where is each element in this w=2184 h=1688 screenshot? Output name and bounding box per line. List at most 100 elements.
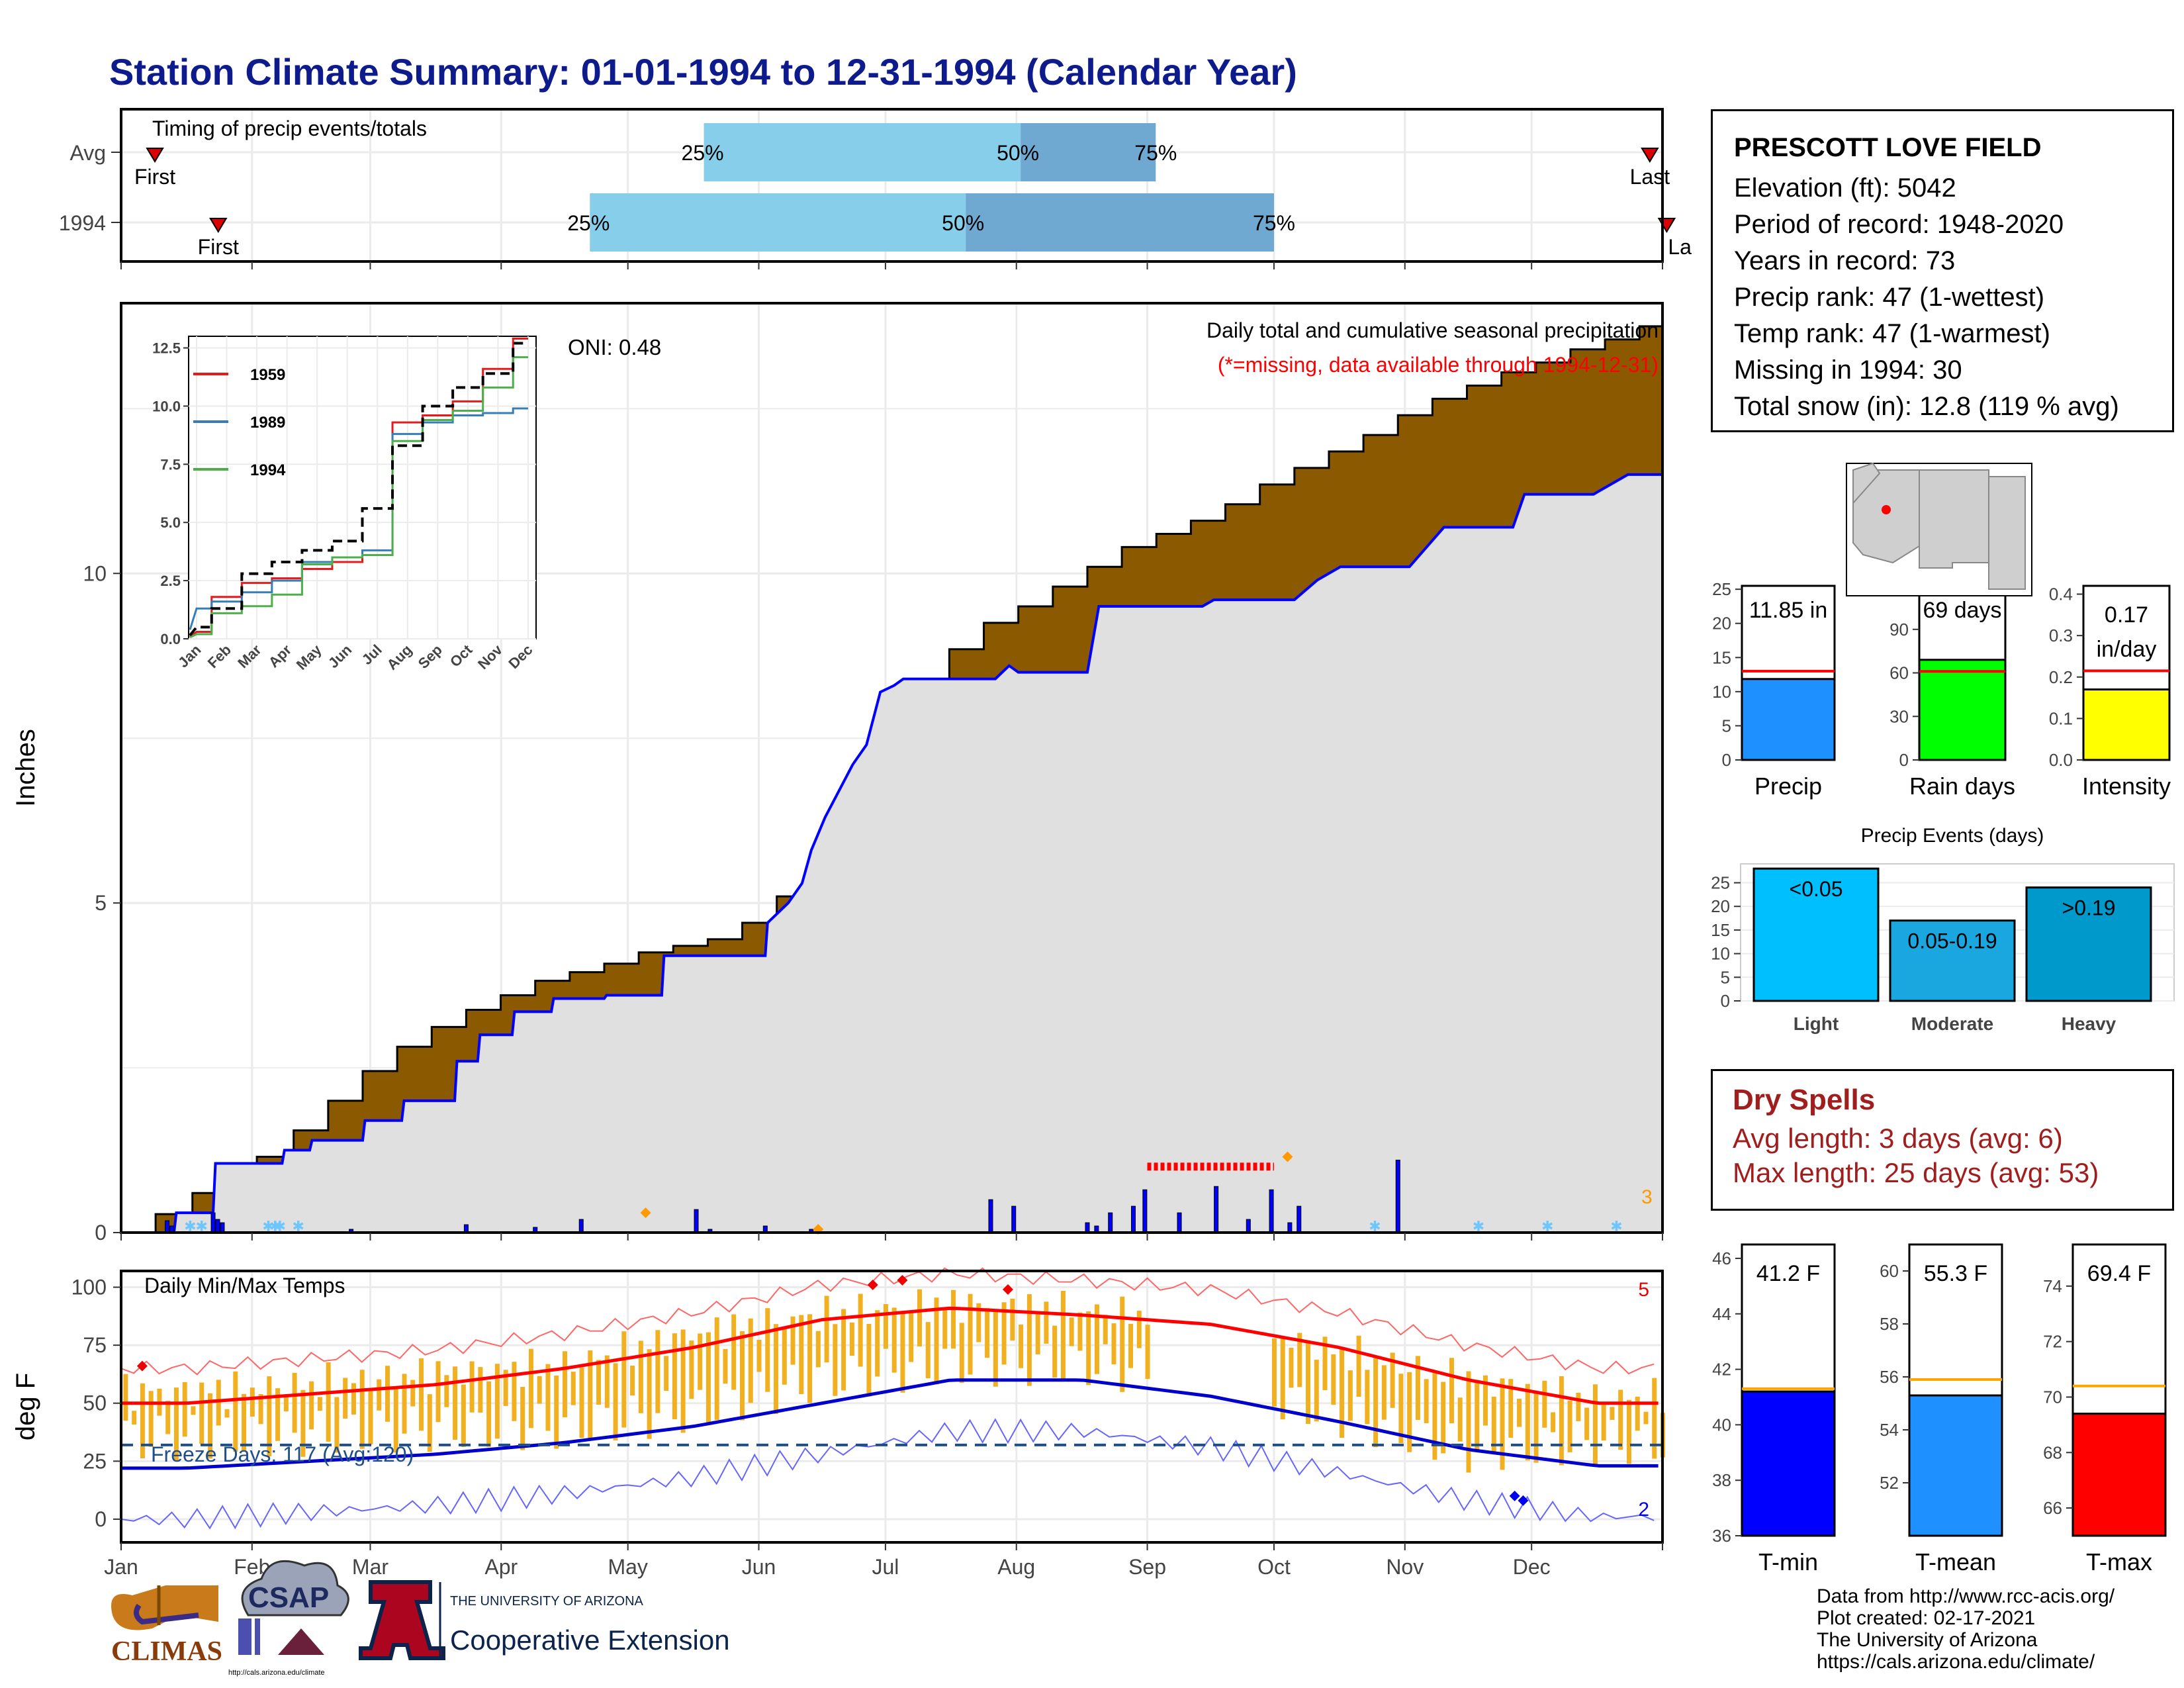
inset-legend-label: 1994 — [250, 461, 286, 479]
daily-temp-range-bar — [1356, 1335, 1361, 1397]
station-location-dot — [1882, 505, 1891, 514]
daily-temp-range-bar — [300, 1389, 306, 1457]
daily-temp-range-bar — [909, 1312, 914, 1362]
daily-temp-range-bar — [1626, 1399, 1631, 1464]
daily-temp-range-bar — [596, 1360, 602, 1405]
events-ytick-label: 10 — [1711, 944, 1730, 964]
daily-temp-range-bar — [1069, 1317, 1074, 1346]
daily-temp-range-bar — [664, 1356, 669, 1391]
temp-ylabel: deg F — [11, 1373, 40, 1440]
stat-ytick-label: 60 — [1880, 1261, 1899, 1281]
daily-temp-range-bar — [377, 1379, 382, 1411]
inset-ytick-label: 7.5 — [160, 456, 181, 473]
daily-temp-range-bar — [790, 1316, 796, 1365]
daily-temp-range-bar — [1044, 1301, 1049, 1344]
stat-ytick-label: 25 — [1712, 579, 1731, 599]
stat-bar — [2071, 1413, 2167, 1537]
precip-ytick-label: 5 — [95, 891, 107, 915]
daily-temp-range-bar — [1111, 1323, 1116, 1365]
month-tick-label: May — [608, 1555, 647, 1579]
timing-q50-label: 50% — [997, 141, 1039, 165]
daily-temp-range-bar — [537, 1376, 542, 1404]
snow-marker-icon: ✱ — [184, 1218, 196, 1235]
daily-temp-range-bar — [309, 1381, 314, 1430]
daily-temp-range-bar — [849, 1322, 854, 1356]
stat-value-label: 0.17 — [2105, 602, 2148, 628]
daily-temp-range-bar — [132, 1411, 137, 1425]
daily-temp-range-bar — [258, 1394, 263, 1425]
daily-temp-range-bar — [1576, 1392, 1581, 1421]
events-ytick-label: 25 — [1711, 873, 1730, 893]
station-snow: Total snow (in): 12.8 (119 % avg) — [1734, 392, 2119, 421]
daily-temp-range-bar — [1483, 1375, 1488, 1426]
daily-temp-range-bar — [875, 1310, 880, 1377]
daily-temp-range-bar — [748, 1318, 753, 1403]
inset-series-line — [189, 342, 528, 636]
inset-ytick-label: 0.0 — [160, 631, 181, 647]
daily-temp-range-bar — [520, 1387, 525, 1450]
dry-spells-avg: Avg length: 3 days (avg: 6) — [1733, 1123, 2063, 1154]
daily-temp-range-bar — [1001, 1302, 1007, 1365]
snow-marker-icon: ✱ — [195, 1218, 207, 1235]
daily-temp-range-bar — [900, 1311, 905, 1393]
daily-temp-range-bar — [680, 1329, 686, 1433]
climas-logo-text: CLIMAS — [111, 1636, 222, 1667]
daily-precip-bar — [1297, 1205, 1302, 1233]
daily-temp-range-bar — [891, 1307, 897, 1373]
timing-first-label: First — [198, 235, 239, 259]
daily-temp-range-bar — [1297, 1333, 1302, 1387]
daily-temp-range-bar — [1280, 1337, 1285, 1420]
stat-ytick-label: 66 — [2043, 1498, 2062, 1518]
events-bar — [1889, 919, 2016, 1002]
daily-precip-bar — [694, 1209, 699, 1233]
daily-temp-range-bar — [1508, 1379, 1514, 1438]
daily-temp-range-bar — [1517, 1399, 1522, 1427]
oni-label: ONI: 0.48 — [568, 335, 661, 359]
temp-ytick-label: 75 — [83, 1333, 107, 1357]
inset-legend-label: 1989 — [250, 414, 285, 432]
daily-temp-range-bar — [562, 1351, 567, 1418]
daily-temp-range-bar — [866, 1323, 872, 1397]
daily-temp-range-bar — [756, 1339, 762, 1372]
stat-bar — [2082, 688, 2171, 761]
temp-title: Daily Min/Max Temps — [144, 1274, 345, 1297]
daily-precip-bar — [1287, 1222, 1293, 1233]
first-marker-icon — [146, 148, 164, 163]
stat-ytick-label: 70 — [2043, 1387, 2062, 1407]
daily-temp-range-bar — [1407, 1372, 1412, 1452]
daily-temp-range-bar — [419, 1358, 424, 1431]
daily-temp-range-bar — [698, 1333, 703, 1390]
snow-marker-icon: ✱ — [1610, 1218, 1622, 1235]
daily-temp-range-bar — [1381, 1365, 1387, 1420]
daily-temp-range-bar — [461, 1384, 466, 1447]
stat-ytick-label: 30 — [1889, 706, 1909, 726]
stat-ytick-label: 54 — [1880, 1420, 1899, 1440]
daily-temp-range-bar — [199, 1382, 205, 1444]
inset-ytick-label: 12.5 — [152, 340, 181, 357]
daily-temp-range-bar — [621, 1331, 627, 1428]
daily-temp-range-bar — [267, 1376, 272, 1457]
timing-bar-q25-q50 — [590, 193, 966, 252]
record-high-line — [120, 1267, 1655, 1376]
stat-name-label: T-min — [1758, 1548, 1818, 1575]
stat-ytick-label: 0.3 — [2049, 626, 2073, 645]
daily-temp-range-bar — [883, 1303, 888, 1349]
stat-ytick-label: 20 — [1712, 614, 1731, 633]
daily-temp-range-bar — [1601, 1402, 1606, 1441]
daily-temp-range-bar — [148, 1391, 154, 1447]
inset-ytick-label: 5.0 — [160, 514, 181, 531]
daily-temp-range-bar — [647, 1349, 652, 1439]
daily-temp-range-bar — [410, 1380, 416, 1407]
daily-temp-range-bar — [292, 1372, 297, 1433]
daily-temp-range-bar — [1491, 1396, 1496, 1453]
daily-temp-range-bar — [165, 1401, 171, 1434]
timing-bar-q50-q75 — [1021, 123, 1156, 181]
timing-last-label: La — [1668, 235, 1692, 259]
stat-ytick-label: 60 — [1889, 663, 1909, 683]
daily-temp-range-bar — [1120, 1296, 1125, 1392]
map-state-new-mexico — [1919, 469, 1989, 569]
daily-precip-bar — [1011, 1205, 1017, 1233]
stat-ytick-label: 68 — [2043, 1442, 2062, 1462]
month-tick-label: Aug — [997, 1555, 1035, 1579]
daily-temp-range-bar — [1060, 1290, 1066, 1381]
